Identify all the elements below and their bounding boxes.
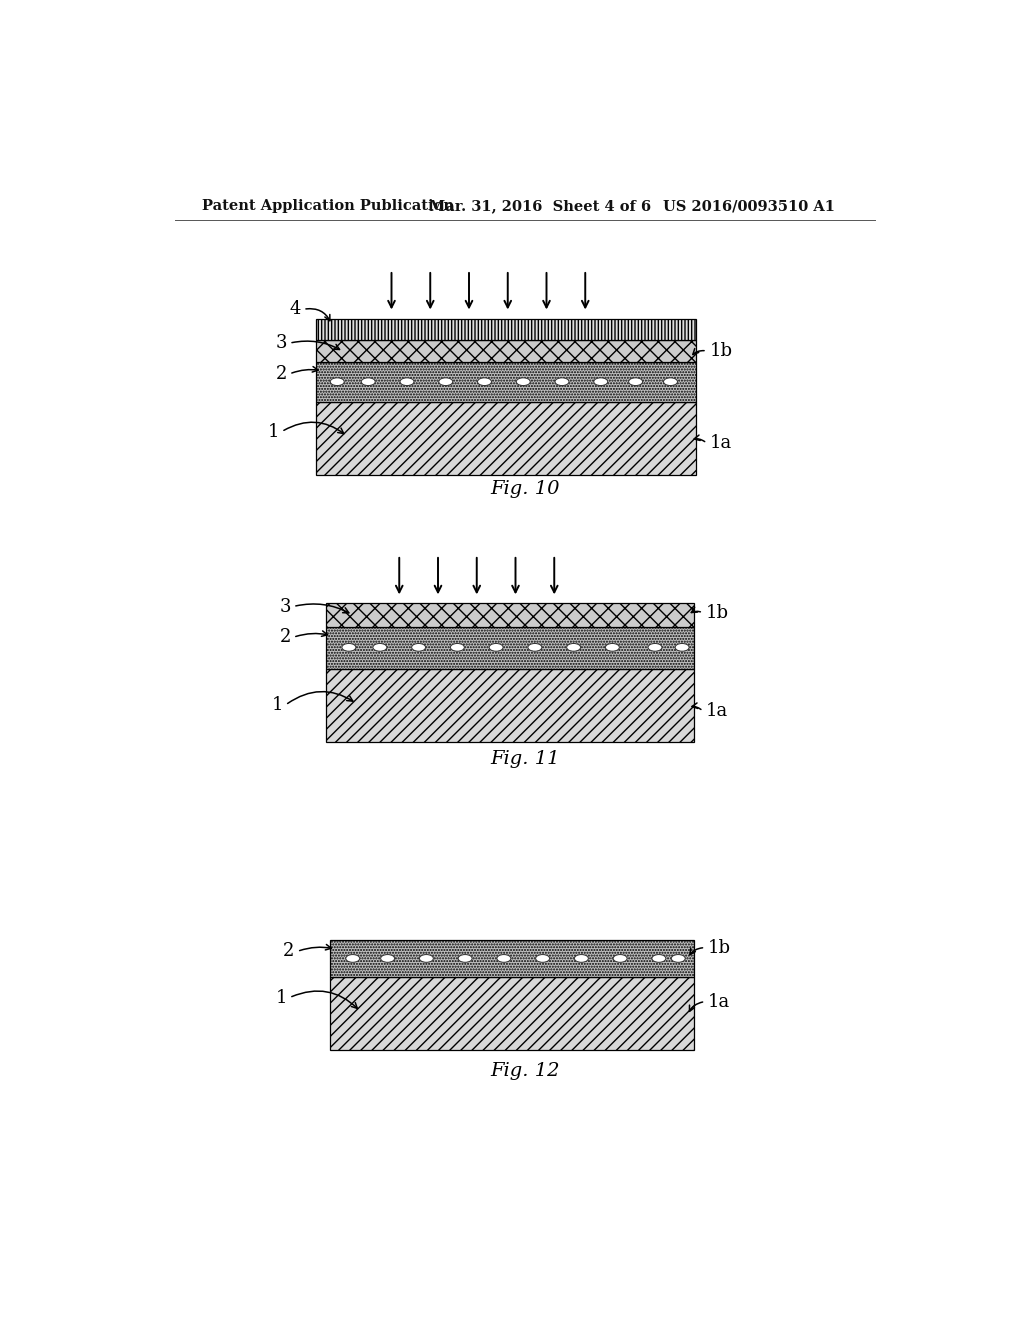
Ellipse shape <box>489 644 503 651</box>
Text: 1: 1 <box>271 696 283 714</box>
Text: Patent Application Publication: Patent Application Publication <box>202 199 454 213</box>
Text: 2: 2 <box>275 366 287 383</box>
Ellipse shape <box>528 644 542 651</box>
Ellipse shape <box>566 644 581 651</box>
Bar <box>330 940 693 977</box>
Bar <box>326 669 693 742</box>
Ellipse shape <box>629 378 643 385</box>
Text: 2: 2 <box>284 942 295 961</box>
Ellipse shape <box>594 378 607 385</box>
Ellipse shape <box>373 644 387 651</box>
Ellipse shape <box>331 378 344 385</box>
Ellipse shape <box>438 378 453 385</box>
Text: 1a: 1a <box>710 434 731 453</box>
Ellipse shape <box>381 954 394 962</box>
Ellipse shape <box>516 378 530 385</box>
Text: 1: 1 <box>267 422 280 441</box>
Ellipse shape <box>613 954 627 962</box>
Bar <box>330 977 693 1051</box>
Ellipse shape <box>497 954 511 962</box>
Text: Fig. 10: Fig. 10 <box>490 480 559 499</box>
Text: Fig. 11: Fig. 11 <box>490 750 559 768</box>
Ellipse shape <box>346 954 359 962</box>
Bar <box>326 627 693 669</box>
Text: US 2016/0093510 A1: US 2016/0093510 A1 <box>663 199 835 213</box>
Ellipse shape <box>555 378 569 385</box>
Bar <box>326 603 693 627</box>
Ellipse shape <box>342 644 356 651</box>
Ellipse shape <box>574 954 589 962</box>
Ellipse shape <box>648 644 662 651</box>
Bar <box>316 341 696 362</box>
Text: 1a: 1a <box>708 993 730 1011</box>
Bar <box>316 362 696 401</box>
Text: 3: 3 <box>280 598 291 615</box>
Ellipse shape <box>675 644 689 651</box>
Bar <box>316 401 696 475</box>
Text: 4: 4 <box>290 301 301 318</box>
Ellipse shape <box>605 644 620 651</box>
Text: Mar. 31, 2016  Sheet 4 of 6: Mar. 31, 2016 Sheet 4 of 6 <box>429 199 651 213</box>
Text: 1b: 1b <box>708 939 731 957</box>
Ellipse shape <box>536 954 550 962</box>
Ellipse shape <box>412 644 426 651</box>
Ellipse shape <box>420 954 433 962</box>
Text: 1b: 1b <box>706 603 728 622</box>
Ellipse shape <box>361 378 375 385</box>
Text: 2: 2 <box>280 628 291 647</box>
Ellipse shape <box>458 954 472 962</box>
Text: 3: 3 <box>275 334 287 352</box>
Text: 1a: 1a <box>706 702 728 721</box>
Ellipse shape <box>664 378 678 385</box>
Ellipse shape <box>652 954 666 962</box>
Ellipse shape <box>451 644 464 651</box>
Text: Fig. 12: Fig. 12 <box>490 1061 559 1080</box>
Ellipse shape <box>477 378 492 385</box>
Text: 1b: 1b <box>710 342 732 360</box>
Ellipse shape <box>400 378 414 385</box>
Text: 1: 1 <box>275 989 287 1007</box>
Ellipse shape <box>672 954 685 962</box>
Bar <box>316 318 696 341</box>
